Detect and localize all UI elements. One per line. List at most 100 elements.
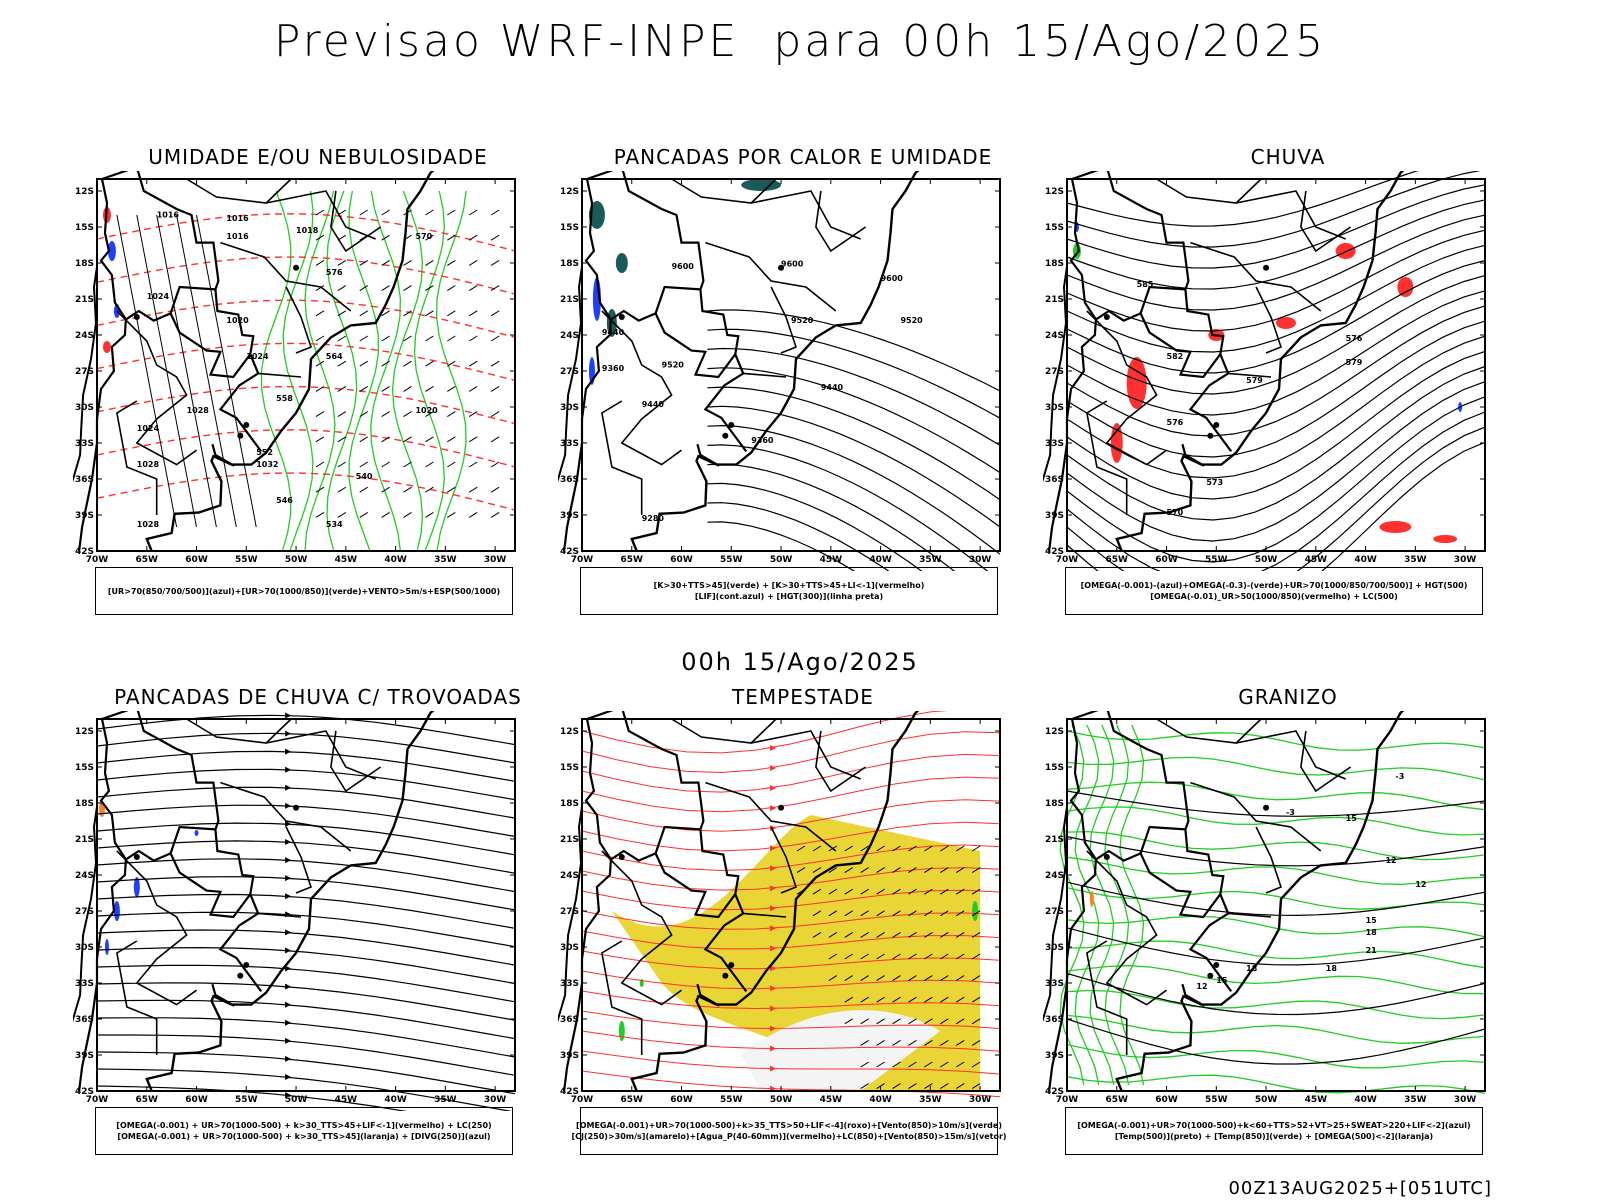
lat-tick-label: 21S <box>560 295 579 305</box>
lat-tick-label: 24S <box>560 871 579 881</box>
country-border <box>1139 825 1186 854</box>
wind-vector <box>924 910 933 917</box>
wind-vector <box>940 1018 949 1025</box>
coastline-west <box>73 806 98 1023</box>
contour-label: 9600 <box>781 260 804 269</box>
contour-line <box>1066 790 1486 817</box>
lat-tick-label: 24S <box>1045 331 1064 341</box>
wind-vector <box>860 931 869 938</box>
wind-vector <box>315 360 325 367</box>
coastline-east <box>630 711 920 1092</box>
wind-vector <box>447 461 456 468</box>
wind-vector <box>381 259 390 266</box>
wind-vector <box>955 910 965 917</box>
wind-vector <box>844 910 854 917</box>
wind-vector <box>337 385 347 392</box>
divergence-cells-cell <box>133 877 140 897</box>
wind-vector <box>892 931 901 938</box>
wind-vector <box>908 953 917 960</box>
country-border <box>696 983 720 1007</box>
map-frame <box>96 178 516 552</box>
contour-label: 9360 <box>602 364 625 373</box>
contour-line <box>1066 781 1486 811</box>
wind-vector <box>425 285 434 292</box>
wind-vector <box>381 234 390 241</box>
streamline <box>96 876 516 911</box>
wind-vector <box>828 975 838 982</box>
wind-vector <box>908 845 917 852</box>
contour-line <box>707 386 1001 501</box>
wind-vector <box>892 953 901 960</box>
legend-line: [OMEGA(-0.001)+UR>70(1000-500)+k<60+TTS>… <box>1077 1121 1471 1130</box>
lon-tick-label: 70W <box>571 1095 594 1105</box>
streamline-arrow <box>770 865 777 872</box>
streamline <box>581 711 948 754</box>
contour-line <box>96 385 516 425</box>
wind-vector <box>924 1018 933 1025</box>
wind-vector <box>955 867 965 874</box>
streamline <box>581 1030 1001 1052</box>
wind-vector <box>403 285 412 292</box>
coastline-east <box>630 171 920 552</box>
wind-vector <box>971 888 981 895</box>
lat-tick-label: 42S <box>1045 547 1064 557</box>
wind-vector <box>315 234 325 241</box>
wind-vector <box>381 335 390 342</box>
panel-title: PANCADAS DE CHUVA C/ TROVOADAS <box>114 685 522 709</box>
wind-vector <box>908 1061 917 1068</box>
contour-line <box>1066 229 1486 332</box>
wind-vector <box>940 1083 949 1090</box>
state-border <box>1255 826 1282 894</box>
wind-vector <box>908 910 917 917</box>
contour-line <box>1066 756 1486 781</box>
wind-vector <box>971 1083 981 1090</box>
streamline-arrow <box>770 925 777 932</box>
lon-tick-label: 65W <box>1106 555 1129 565</box>
state-border <box>266 730 376 780</box>
contour-label: 582 <box>1167 352 1184 361</box>
lat-tick-label: 30S <box>560 943 579 953</box>
contour-line <box>1066 1014 1486 1044</box>
lon-tick-label: 60W <box>670 1095 693 1105</box>
contours <box>1059 724 1145 1086</box>
legend-line: [OMEGA(-0.01)_UR>50(1000/850)(vermelho) … <box>1150 592 1398 601</box>
contour-line <box>260 190 292 552</box>
state-border <box>705 241 837 312</box>
lat-tick-label: 27S <box>75 367 94 377</box>
lon-tick-label: 70W <box>571 555 594 565</box>
state-border <box>116 850 197 1006</box>
streamline-arrow <box>285 929 292 936</box>
state-border <box>1086 310 1167 466</box>
wind-vector <box>955 1018 965 1025</box>
wind-vector <box>425 234 434 241</box>
contour-line <box>1066 184 1486 269</box>
state-border <box>116 310 197 466</box>
lon-tick-label: 45W <box>335 555 358 565</box>
wind-vector <box>924 931 933 938</box>
wind-vector <box>908 888 917 895</box>
wind-vector <box>860 996 869 1003</box>
contour-label: 12 <box>1415 880 1426 889</box>
lon-tick-label: 65W <box>1106 1095 1129 1105</box>
wind-vector <box>812 845 822 852</box>
wind-vector <box>381 511 390 518</box>
wind-vector <box>337 436 347 443</box>
lake-marker <box>243 422 250 428</box>
state-border <box>815 190 867 253</box>
country-border <box>211 443 235 467</box>
streamlines <box>96 712 516 1111</box>
contour-line <box>96 429 516 468</box>
wind-vector <box>490 411 500 418</box>
legend-line: [Temp(500)](preto) + [Temp(850)](verde) … <box>1114 1132 1434 1141</box>
contour-label: 9440 <box>821 383 844 392</box>
contour-line <box>707 502 890 571</box>
streamline <box>96 768 516 801</box>
wind-vector <box>940 975 949 982</box>
wind-vector <box>403 461 412 468</box>
wind-vector <box>337 461 347 468</box>
streamline-arrow <box>770 885 777 892</box>
wind-vector <box>315 411 325 418</box>
lake-marker <box>1213 422 1220 428</box>
streamline-arrow <box>770 764 777 771</box>
